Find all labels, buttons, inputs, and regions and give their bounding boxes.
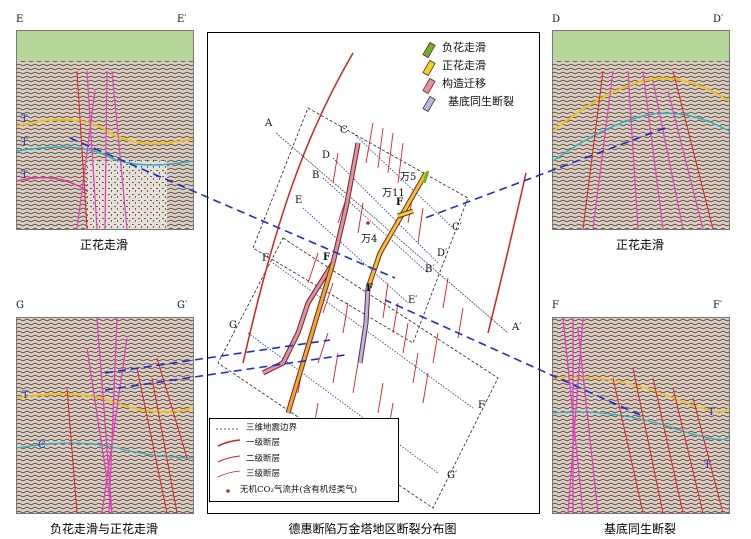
- seismic-panel-dd: [552, 30, 730, 230]
- section-line-bb: [322, 177, 429, 274]
- legend-swatch-3: [422, 95, 436, 113]
- map-label-f: F: [262, 253, 269, 264]
- legend-swatch-0: [422, 41, 436, 59]
- seismic-panel-ee: [16, 30, 194, 230]
- caption-ff: 基底同生断裂: [603, 522, 676, 536]
- panel-ee-t1: T: [21, 114, 28, 125]
- legend-negative-flower: 负花走滑: [442, 41, 486, 54]
- legend-positive-flower: 正花走滑: [442, 59, 486, 72]
- panel-ff-left-label: F: [552, 300, 559, 311]
- map-label-c: C: [340, 125, 348, 136]
- panel-ee-t2: T: [21, 137, 28, 148]
- legend-bottom-box: 三维地震边界 一级断层 二级断层 三级断层 无机CO₂气流井(含有机烃类气): [209, 418, 399, 502]
- map-label-d2: D′: [437, 248, 448, 259]
- legend-second-order-fault: 二级断层: [246, 454, 281, 464]
- panel-ee-left-label: E: [16, 14, 24, 25]
- seismic-boundary-north: [252, 107, 469, 344]
- legend-third-order-fault: 三级断层: [246, 469, 281, 479]
- caption-gg: 负花走滑与正花走滑: [49, 522, 158, 536]
- map-label-a2: A′: [512, 322, 522, 333]
- panel-ff-t2: T: [704, 460, 711, 471]
- legend-co2-well: 无机CO₂气流井(含有机烃类气): [240, 485, 358, 495]
- map-label-d: D: [322, 150, 331, 161]
- caption-dd: 正花走滑: [615, 238, 664, 252]
- map-label-b: B: [312, 170, 320, 181]
- map-fault-f1: F: [396, 197, 404, 208]
- section-line-ff: [272, 262, 474, 409]
- panel-gg-t2: C: [38, 440, 46, 451]
- legend-basement-fault: 基底同生断裂: [448, 95, 514, 108]
- legend-swatch-1: [422, 59, 436, 77]
- seismic-panel-ff: [552, 317, 730, 514]
- section-line-ee: [302, 207, 409, 304]
- map-label-f2: F′: [478, 400, 488, 411]
- map-well-w5: 万5: [400, 172, 417, 183]
- map-fault-f2: F: [323, 252, 331, 263]
- map-label-b2: B′: [425, 264, 435, 275]
- first-order-fault-east: [487, 172, 527, 334]
- map-label-e: E: [295, 195, 303, 206]
- map-label-g: G: [229, 320, 237, 331]
- panel-gg-t1: T: [22, 390, 29, 401]
- caption-ee: 正花走滑: [79, 238, 128, 252]
- legend-first-order-fault: 一级断层: [246, 438, 281, 448]
- panel-gg-right-label: G′: [177, 300, 188, 311]
- legend-swatch-2: [422, 77, 436, 95]
- panel-ee-t3: T: [21, 170, 28, 181]
- map-caption: 德惠断陷万金塔地区断裂分布图: [288, 522, 457, 536]
- panel-ff-right-label: F′: [713, 300, 723, 311]
- map-fault-f3: F: [366, 283, 374, 294]
- first-order-fault-west: [242, 52, 354, 364]
- map-well-w4: 万4: [361, 234, 378, 245]
- legend-structural-migration: 构造迁移: [442, 77, 486, 90]
- map-label-c2: C′: [452, 222, 462, 233]
- panel-dd-right-label: D′: [713, 14, 724, 25]
- panel-dd-left-label: D: [552, 14, 561, 25]
- seismic-panel-gg: [16, 317, 194, 514]
- legend-seismic-boundary: 三维地震边界: [246, 423, 298, 433]
- panel-ee-right-label: E′: [177, 14, 187, 25]
- map-label-g2: G′: [447, 470, 458, 481]
- map-label-a: A: [265, 118, 273, 129]
- well-w4-marker: [366, 221, 370, 225]
- panel-gg-left-label: G: [16, 300, 24, 311]
- panel-ff-t1: T: [708, 407, 715, 418]
- map-label-e2: E′: [408, 295, 418, 306]
